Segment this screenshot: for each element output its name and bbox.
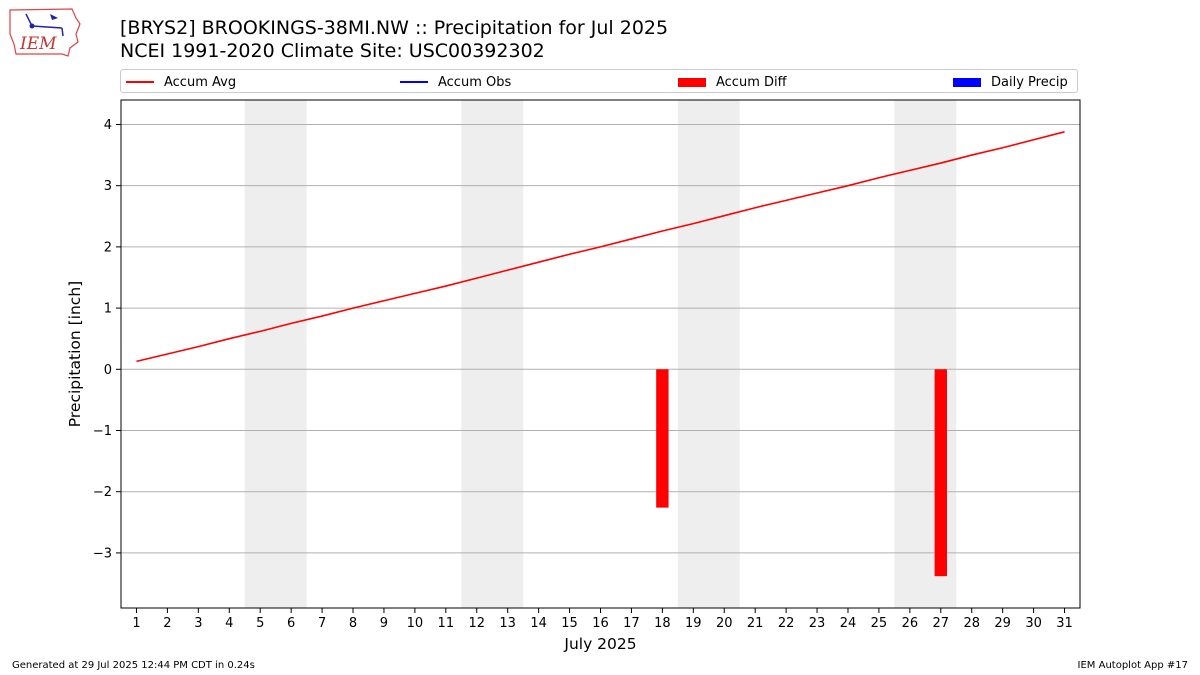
- x-tick-label: 5: [256, 616, 264, 631]
- x-tick-label: 6: [287, 616, 295, 631]
- x-tick-label: 23: [809, 616, 826, 631]
- x-tick-label: 12: [468, 616, 485, 631]
- x-tick-label: 13: [499, 616, 516, 631]
- x-tick-label: 27: [933, 616, 950, 631]
- accum-avg-line: [136, 131, 1065, 363]
- x-tick-label: 10: [407, 616, 424, 631]
- accum-diff-bar: [656, 369, 669, 508]
- weather-vane-stem: [61, 27, 64, 37]
- legend-item-accum-diff: Accum Diff: [678, 73, 787, 91]
- legend-item-accum-obs: Accum Obs: [400, 73, 511, 91]
- x-tick-label: 29: [994, 616, 1011, 631]
- legend-label: Accum Avg: [164, 74, 237, 90]
- x-tick-label: 19: [685, 616, 702, 631]
- weekend-band: [677, 100, 740, 608]
- x-tick-label: 31: [1056, 616, 1073, 631]
- legend-swatch: [126, 81, 154, 83]
- legend-swatch: [400, 81, 428, 83]
- legend-swatch: [953, 77, 981, 87]
- weekend-band: [244, 100, 307, 608]
- legend-item-daily-precip: Daily Precip: [953, 73, 1068, 91]
- x-tick-label: 18: [654, 616, 671, 631]
- iem-logo: IEM: [9, 8, 81, 57]
- x-tick-label: 22: [778, 616, 795, 631]
- weather-vane-arm: [31, 25, 63, 29]
- y-tick-label: 4: [104, 118, 112, 133]
- x-tick-label: 9: [380, 616, 388, 631]
- x-axis-label: July 2025: [563, 635, 636, 653]
- weekend-band: [461, 100, 524, 608]
- chart-subtitle: NCEI 1991-2020 Climate Site: USC00392302: [120, 40, 545, 62]
- legend-label: Daily Precip: [991, 74, 1068, 90]
- x-tick-label: 26: [902, 616, 919, 631]
- y-axis-label: Precipitation [inch]: [66, 281, 84, 427]
- x-tick-label: 20: [716, 616, 733, 631]
- chart-legend: Accum Avg Accum Obs Accum Diff Daily Precip: [120, 69, 1078, 93]
- x-tick-label: 2: [163, 616, 171, 631]
- x-tick-label: 15: [561, 616, 578, 631]
- x-tick-label: 4: [225, 616, 233, 631]
- y-tick-label: −1: [93, 424, 112, 439]
- x-tick-label: 11: [438, 616, 455, 631]
- x-tick-label: 3: [194, 616, 202, 631]
- x-tick-label: 30: [1025, 616, 1042, 631]
- autoplot-app-label: IEM Autoplot App #17: [1077, 660, 1188, 671]
- x-tick-label: 17: [623, 616, 640, 631]
- y-tick-label: 1: [104, 302, 112, 317]
- x-tick-label: 14: [530, 616, 547, 631]
- legend-swatch: [678, 77, 706, 87]
- weather-vane-cup: [50, 14, 58, 20]
- x-tick-label: 7: [318, 616, 326, 631]
- x-tick-label: 28: [963, 616, 980, 631]
- legend-label: Accum Diff: [716, 74, 787, 90]
- y-tick-label: 3: [104, 179, 112, 194]
- x-tick-label: 21: [747, 616, 764, 631]
- generated-timestamp: Generated at 29 Jul 2025 12:44 PM CDT in…: [12, 660, 255, 671]
- iem-logo-text: IEM: [19, 34, 57, 54]
- x-tick-label: 16: [592, 616, 609, 631]
- legend-item-accum-avg: Accum Avg: [126, 73, 236, 91]
- x-tick-label: 8: [349, 616, 357, 631]
- chart-title: [BRYS2] BROOKINGS-38MI.NW :: Precipitati…: [120, 17, 669, 39]
- legend-label: Accum Obs: [438, 74, 512, 90]
- accum-diff-bar: [934, 369, 947, 577]
- y-tick-label: 2: [104, 240, 112, 255]
- y-tick-label: −3: [93, 546, 112, 561]
- x-tick-label: 1: [132, 616, 140, 631]
- x-tick-label: 24: [840, 616, 857, 631]
- x-tick-label: 25: [871, 616, 888, 631]
- y-tick-label: 0: [104, 363, 112, 378]
- iowa-state-outline: [9, 8, 81, 57]
- y-tick-label: −2: [93, 485, 112, 500]
